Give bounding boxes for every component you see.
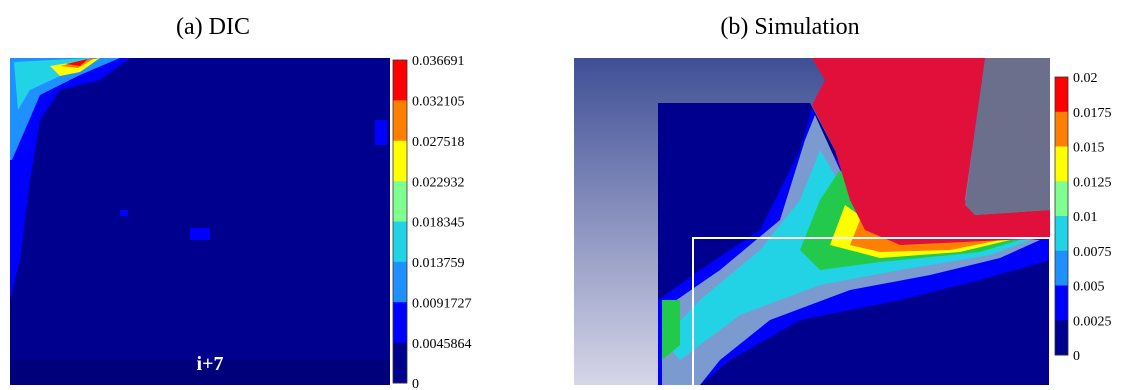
colorbar-label: 0.036691 xyxy=(412,54,465,69)
colorbar-label: 0.0175 xyxy=(1073,106,1112,121)
colorbar-label: 0.01 xyxy=(1073,210,1098,225)
colorbar-band xyxy=(1055,111,1068,147)
simulation-field xyxy=(574,58,1050,385)
colorbar-label: 0.0075 xyxy=(1073,245,1112,260)
colorbar-label: 0.027518 xyxy=(412,135,465,150)
colorbar-band xyxy=(393,140,407,182)
colorbar-band xyxy=(1055,77,1068,113)
colorbar-band xyxy=(393,261,407,303)
colorbar-band xyxy=(393,342,407,384)
colorbar-label: 0.0025 xyxy=(1073,314,1112,329)
colorbar-band xyxy=(1055,216,1068,252)
colorbar-label: 0.018345 xyxy=(412,216,465,231)
panel-title: (b) Simulation xyxy=(720,14,859,40)
colorbar-band xyxy=(1055,285,1068,321)
colorbar-label: 0.022932 xyxy=(412,175,465,190)
colorbar-band xyxy=(393,60,407,101)
colorbar: 0.02 0.0175 0.015 0.0125 0.01 0.0075 0.005 0.00… xyxy=(1054,71,1112,364)
colorbar-label: 0.0125 xyxy=(1073,175,1112,190)
annotation: i+7 xyxy=(197,353,224,375)
colorbar-label: 0.013759 xyxy=(412,256,465,271)
colorbar-frame xyxy=(392,59,408,384)
colorbar-band xyxy=(393,181,407,222)
colorbar: 0.036691 0.032105 0.027518 0.022932 0.018345… xyxy=(392,54,472,390)
colorbar-band xyxy=(1055,181,1068,217)
colorbar-label: 0.015 xyxy=(1073,141,1105,156)
colorbar-band xyxy=(1055,320,1068,356)
colorbar-label: 0.032105 xyxy=(412,95,465,110)
colorbar-frame xyxy=(1054,76,1069,356)
colorbar-band xyxy=(393,221,407,263)
colorbar-label: 0.0091727 xyxy=(412,296,472,311)
colorbar-band xyxy=(393,302,407,344)
colorbar-band xyxy=(393,100,407,142)
colorbar-band xyxy=(1055,146,1068,182)
colorbar-label: 0.02 xyxy=(1073,71,1098,86)
colorbar-label: 0.005 xyxy=(1073,280,1105,295)
colorbar-label: 0.0045864 xyxy=(412,337,472,352)
panel-title: (a) DIC xyxy=(176,14,250,40)
colorbar-band xyxy=(1055,250,1068,286)
colorbar-label: 0 xyxy=(412,377,419,390)
dic-field xyxy=(10,58,390,385)
colorbar-label: 0 xyxy=(1073,349,1080,364)
